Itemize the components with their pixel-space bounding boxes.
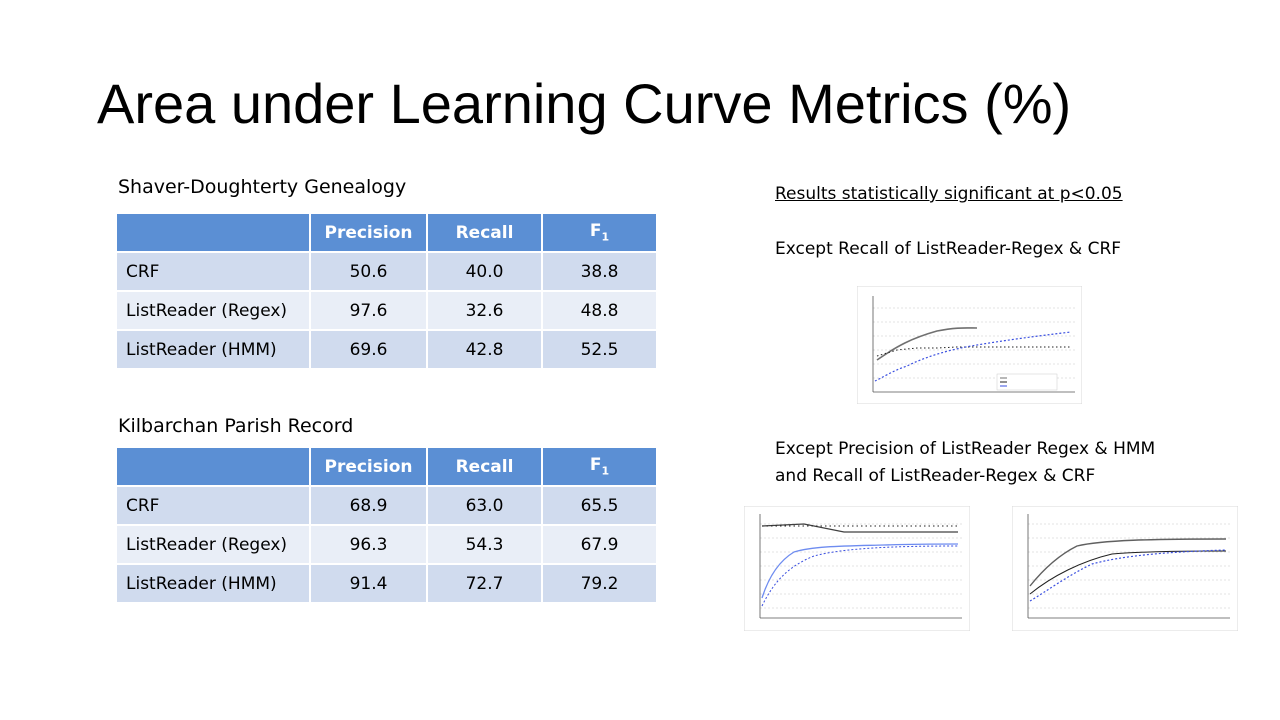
table2-header-f1: F1 xyxy=(542,448,658,487)
table2-caption: Kilbarchan Parish Record xyxy=(118,415,354,437)
precision-cell: 97.6 xyxy=(310,291,428,331)
row-name: CRF xyxy=(117,252,311,292)
recall-cell: 63.0 xyxy=(427,486,543,526)
table-row: CRF 68.9 63.0 65.5 xyxy=(117,486,658,526)
recall-curve-thumbnail xyxy=(857,286,1082,404)
row-name: ListReader (HMM) xyxy=(117,330,311,370)
precision-cell: 91.4 xyxy=(310,564,428,604)
row-name: ListReader (Regex) xyxy=(117,291,311,331)
table1-header-precision: Precision xyxy=(310,214,428,253)
precision-cell: 50.6 xyxy=(310,252,428,292)
precision-cell: 96.3 xyxy=(310,525,428,565)
table2: Precision Recall F1 CRF 68.9 63.0 65.5 L… xyxy=(117,448,658,604)
table2-header-recall: Recall xyxy=(427,448,543,487)
table-row: ListReader (HMM) 91.4 72.7 79.2 xyxy=(117,564,658,604)
row-name: CRF xyxy=(117,486,311,526)
table2-header-precision: Precision xyxy=(310,448,428,487)
precision-cell: 69.6 xyxy=(310,330,428,370)
f1-cell: 65.5 xyxy=(542,486,658,526)
table1-caption: Shaver-Doughterty Genealogy xyxy=(118,176,407,198)
f1-cell: 38.8 xyxy=(542,252,658,292)
table1-header-blank xyxy=(117,214,311,253)
slide-title: Area under Learning Curve Metrics (%) xyxy=(97,72,1072,135)
f1-cell: 67.9 xyxy=(542,525,658,565)
recall-cell: 32.6 xyxy=(427,291,543,331)
significance-note: Results statistically significant at p<0… xyxy=(775,184,1123,204)
table1-header-recall: Recall xyxy=(427,214,543,253)
table1: Precision Recall F1 CRF 50.6 40.0 38.8 L… xyxy=(117,214,658,370)
table-row: ListReader (Regex) 97.6 32.6 48.8 xyxy=(117,291,658,331)
table-row: ListReader (HMM) 69.6 42.8 52.5 xyxy=(117,330,658,370)
row-name: ListReader (Regex) xyxy=(117,525,311,565)
except-note-2-line1: Except Precision of ListReader Regex & H… xyxy=(775,439,1156,459)
precision-curve-thumbnail xyxy=(744,506,970,631)
table-row: ListReader (Regex) 96.3 54.3 67.9 xyxy=(117,525,658,565)
f1-cell: 52.5 xyxy=(542,330,658,370)
f1-cell: 79.2 xyxy=(542,564,658,604)
recall-cell: 72.7 xyxy=(427,564,543,604)
except-note-2-line2: and Recall of ListReader-Regex & CRF xyxy=(775,466,1096,486)
recall-cell: 40.0 xyxy=(427,252,543,292)
except-note-1: Except Recall of ListReader-Regex & CRF xyxy=(775,239,1122,259)
table1-header-row: Precision Recall F1 xyxy=(117,214,658,253)
table-row: CRF 50.6 40.0 38.8 xyxy=(117,252,658,292)
recall-curve-thumbnail-2 xyxy=(1012,506,1238,631)
recall-cell: 54.3 xyxy=(427,525,543,565)
f1-cell: 48.8 xyxy=(542,291,658,331)
table1-header-f1: F1 xyxy=(542,214,658,253)
table2-header-blank xyxy=(117,448,311,487)
recall-cell: 42.8 xyxy=(427,330,543,370)
row-name: ListReader (HMM) xyxy=(117,564,311,604)
table2-header-row: Precision Recall F1 xyxy=(117,448,658,487)
precision-cell: 68.9 xyxy=(310,486,428,526)
